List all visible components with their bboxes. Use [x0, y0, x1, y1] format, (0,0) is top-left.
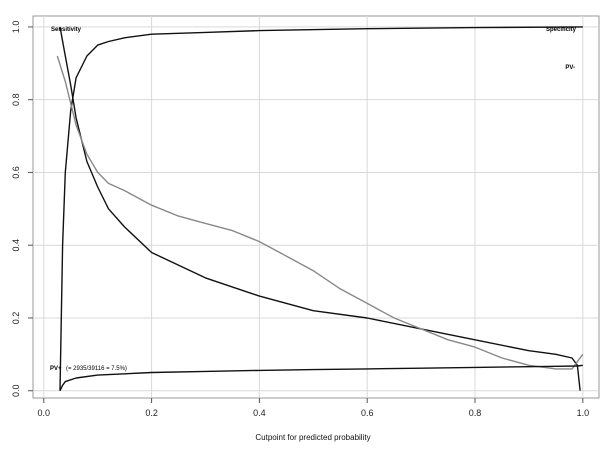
y-tick-label: 0.6: [11, 166, 21, 179]
y-tick-label: 0.2: [11, 312, 21, 325]
series-line-3: [59, 364, 583, 392]
y-tick-label: 0.8: [11, 93, 21, 106]
annotations: Sensitivity Specificity PV- PV+ (= 2935/…: [50, 27, 577, 372]
grid-lines: [33, 16, 599, 398]
x-tick-label: 0.6: [361, 408, 374, 418]
pv-plus-label: PV+: [50, 366, 62, 372]
specificity-label: Specificity: [546, 27, 577, 33]
y-tick-label: 0.0: [11, 384, 21, 397]
y-tick-label: 0.4: [11, 239, 21, 252]
x-tick-label: 0.8: [469, 408, 482, 418]
series-line-2: [56, 55, 584, 370]
series-line-1: [59, 26, 583, 391]
y-tick-label: 1.0: [11, 21, 21, 34]
x-tick-label: 1.0: [577, 408, 590, 418]
x-tick-label: 0.2: [145, 408, 158, 418]
x-axis-title: Cutpoint for predicted probability: [255, 433, 370, 442]
axis-ticks: 0.0 0.2 0.4 0.6 0.8 1.0 0.0 0.2 0.4 0.6 0.8 1.0: [11, 21, 589, 418]
x-tick-label: 0.4: [253, 408, 266, 418]
x-tick-label: 0.0: [38, 408, 51, 418]
pv-plus-note: (= 2935/39116 = 7.5%): [66, 366, 127, 372]
series-group: [56, 26, 584, 392]
sensitivity-label: Sensitivity: [51, 27, 82, 33]
pv-minus-label: PV-: [565, 65, 575, 71]
series-line-0: [59, 26, 581, 391]
plot-frame: [32, 15, 600, 399]
